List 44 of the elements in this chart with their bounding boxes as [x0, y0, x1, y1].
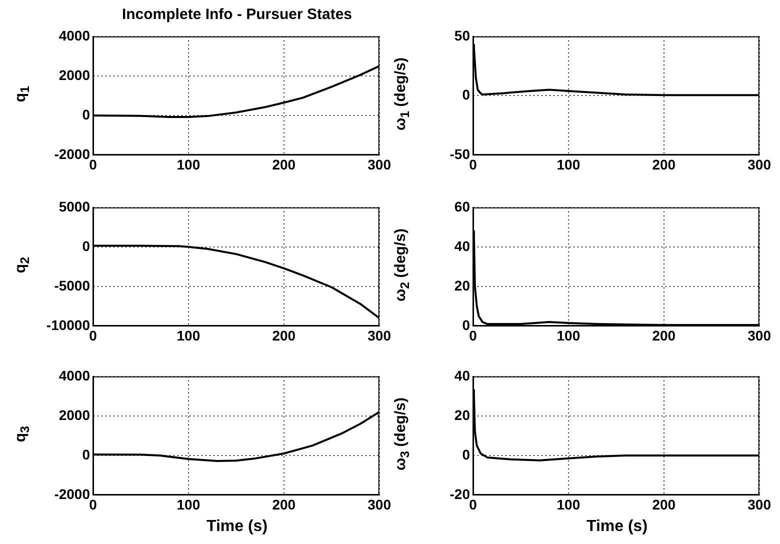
- y-tick-label: 4000: [58, 367, 90, 384]
- y-tick-label: 20: [454, 277, 470, 294]
- y-tick-label: -2000: [54, 486, 90, 502]
- y-tick-label: 60: [454, 198, 470, 214]
- y-tick-label: 0: [462, 86, 470, 103]
- x-tick-label: 100: [556, 327, 580, 344]
- x-tick-label: 300: [748, 327, 772, 344]
- y-tick-label: -10000: [46, 316, 90, 333]
- x-tick-label: 300: [368, 496, 392, 512]
- x-tick-label: 200: [652, 156, 676, 172]
- y-tick-label: 5000: [58, 198, 90, 214]
- x-tick-label: 100: [556, 156, 580, 172]
- y-tick-label: -2000: [54, 146, 90, 162]
- x-tick-label: 200: [272, 156, 296, 172]
- y-tick-label: 4000: [58, 27, 90, 44]
- x-tick-label: 300: [748, 156, 772, 172]
- y-tick-label: 2000: [58, 406, 90, 423]
- y-tick-label: 20: [454, 406, 470, 423]
- chart-title: Incomplete Info - Pursuer States: [122, 6, 352, 23]
- x-tick-label: 100: [556, 496, 580, 512]
- x-tick-label: 200: [652, 327, 676, 344]
- y-tick-label: 40: [454, 238, 470, 254]
- x-tick-label: 100: [176, 156, 200, 172]
- y-tick-label: 0: [462, 316, 470, 333]
- x-tick-label: 200: [652, 496, 676, 512]
- x-tick-label: 300: [748, 496, 772, 512]
- x-tick-label: 100: [176, 496, 200, 512]
- y-tick-label: 2000: [58, 66, 90, 83]
- x-tick-label: 300: [368, 327, 392, 344]
- y-tick-label: -5000: [54, 277, 90, 294]
- x-axis-title: Time (s): [206, 518, 268, 536]
- x-tick-label: 200: [272, 496, 296, 512]
- y-tick-label: 0: [462, 446, 470, 462]
- y-tick-label: -20: [450, 486, 470, 502]
- y-tick-label: 0: [82, 106, 90, 122]
- x-tick-label: 300: [368, 156, 392, 172]
- y-tick-label: 0: [82, 446, 90, 462]
- y-tick-label: 50: [454, 27, 470, 44]
- y-tick-label: 40: [454, 367, 470, 384]
- x-tick-label: 200: [272, 327, 296, 344]
- x-tick-label: 100: [176, 327, 200, 344]
- x-axis-title: Time (s): [586, 518, 648, 536]
- y-tick-label: 0: [82, 238, 90, 254]
- y-tick-label: -50: [450, 146, 470, 162]
